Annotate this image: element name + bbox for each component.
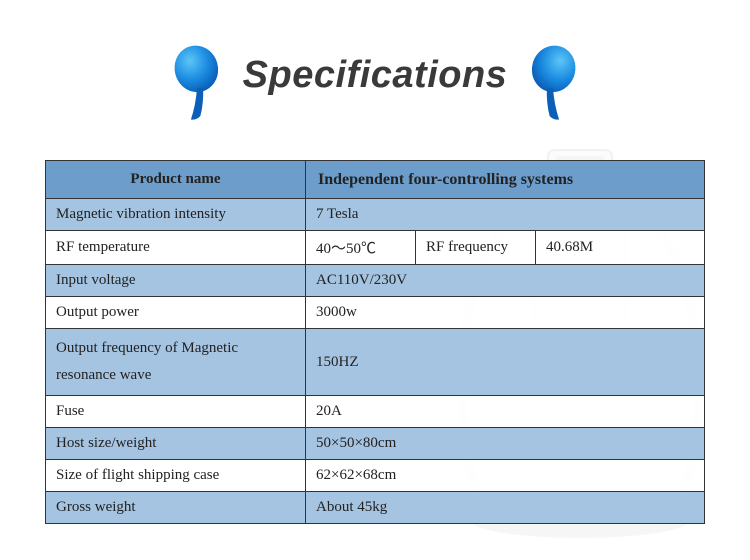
header: Specifications: [0, 0, 750, 160]
row-label: RF temperature: [46, 231, 306, 265]
header-value-cell: Independent four-controlling systems: [306, 161, 705, 199]
row-label: Gross weight: [46, 492, 306, 524]
table-row: Fuse20A: [46, 396, 705, 428]
row-label: Input voltage: [46, 265, 306, 297]
row-label: Host size/weight: [46, 428, 306, 460]
row-value: 50×50×80cm: [306, 428, 705, 460]
table-row: Size of flight shipping case62×62×68cm: [46, 460, 705, 492]
row-value: AC110V/230V: [306, 265, 705, 297]
row-value-a: 40～50℃: [306, 231, 416, 265]
table-row: Input voltageAC110V/230V: [46, 265, 705, 297]
row-label: Size of flight shipping case: [46, 460, 306, 492]
row-value: About 45kg: [306, 492, 705, 524]
row-value: 20A: [306, 396, 705, 428]
row-value: 150HZ: [306, 329, 705, 396]
table-row: Host size/weight50×50×80cm: [46, 428, 705, 460]
header-label-cell: Product name: [46, 161, 306, 199]
paddle-left-icon: [166, 40, 234, 125]
row-value: 7 Tesla: [306, 199, 705, 231]
spec-table: Product nameIndependent four-controlling…: [45, 160, 705, 524]
row-label: Output frequency of Magnetic resonance w…: [46, 329, 306, 396]
table-row: RF temperature40～50℃RF frequency40.68M: [46, 231, 705, 265]
table-row: Gross weightAbout 45kg: [46, 492, 705, 524]
row-value: 62×62×68cm: [306, 460, 705, 492]
paddle-right-icon: [516, 40, 584, 125]
row-value: 3000w: [306, 297, 705, 329]
row-value-b: 40.68M: [536, 231, 705, 265]
row-label: Fuse: [46, 396, 306, 428]
spec-table-container: Product nameIndependent four-controlling…: [45, 160, 705, 524]
table-row: Output power3000w: [46, 297, 705, 329]
table-row: Output frequency of Magnetic resonance w…: [46, 329, 705, 396]
row-label: Output power: [46, 297, 306, 329]
row-sublabel: RF frequency: [416, 231, 536, 265]
row-label: Magnetic vibration intensity: [46, 199, 306, 231]
page-title: Specifications: [243, 54, 508, 97]
table-row: Magnetic vibration intensity7 Tesla: [46, 199, 705, 231]
table-header-row: Product nameIndependent four-controlling…: [46, 161, 705, 199]
